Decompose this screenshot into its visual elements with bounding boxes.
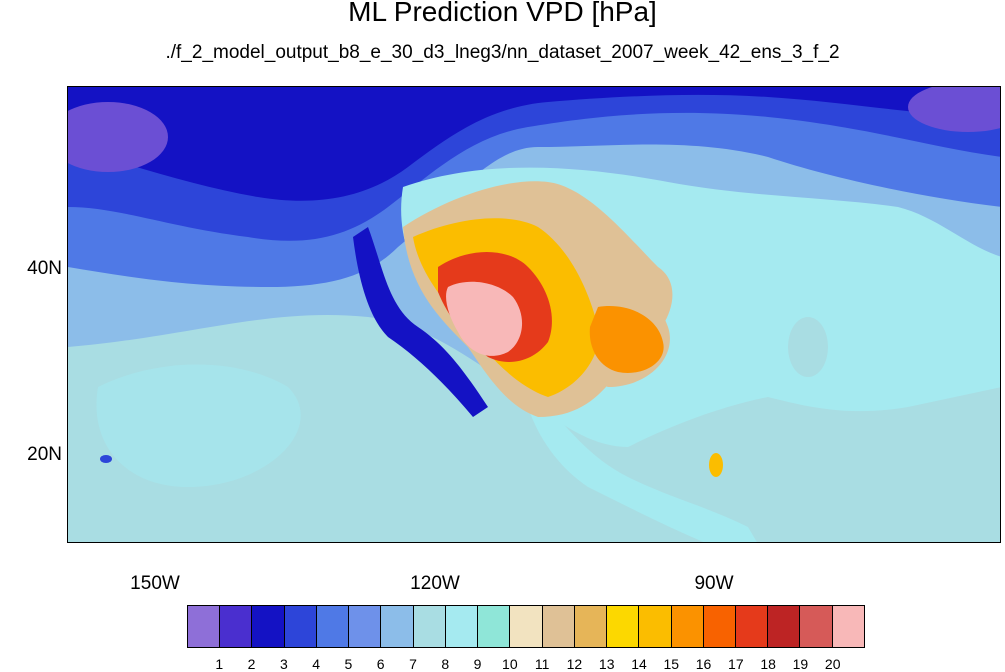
vpd-field-map xyxy=(68,87,1000,542)
colorbar-swatch xyxy=(188,606,221,647)
colorbar-tick-label: 13 xyxy=(598,656,615,672)
colorbar-swatch xyxy=(510,606,543,647)
colorbar-swatch xyxy=(220,606,253,647)
colorbar-tick-label: 2 xyxy=(247,656,256,672)
colorbar-swatch xyxy=(735,606,769,647)
colorbar-swatch xyxy=(542,606,575,647)
colorbar-swatch xyxy=(316,606,350,647)
lon-label-120w: 120W xyxy=(410,573,460,594)
lat-label-40n: 40N xyxy=(27,258,62,279)
lat-label-20n: 20N xyxy=(27,444,62,465)
colorbar-swatch xyxy=(284,606,317,647)
colorbar-swatch xyxy=(607,606,640,647)
colorbar-swatch xyxy=(768,606,801,647)
lon-label-90w: 90W xyxy=(694,573,734,594)
colorbar-tick-label: 15 xyxy=(663,656,680,672)
colorbar xyxy=(187,605,865,648)
colorbar-tick-label: 4 xyxy=(312,656,321,672)
colorbar-swatch xyxy=(832,606,864,647)
colorbar-tick-label: 11 xyxy=(534,656,550,672)
colorbar-tick-label: 19 xyxy=(792,656,809,672)
colorbar-tick-label: 9 xyxy=(473,656,482,672)
colorbar-tick-label: 5 xyxy=(344,656,353,672)
colorbar-tick-label: 8 xyxy=(441,656,450,672)
colorbar-swatch xyxy=(478,606,511,647)
colorbar-swatch xyxy=(703,606,736,647)
colorbar-swatch xyxy=(349,606,382,647)
map-subtitle: ./f_2_model_output_b8_e_30_d3_lneg3/nn_d… xyxy=(165,42,840,63)
map-title: ML Prediction VPD [hPa] xyxy=(348,0,657,27)
colorbar-tick-label: 1 xyxy=(215,656,224,672)
colorbar-swatch xyxy=(413,606,446,647)
colorbar-tick-label: 7 xyxy=(409,656,417,672)
map-plot-area xyxy=(67,86,1001,543)
colorbar-swatch xyxy=(252,606,285,647)
colorbar-swatch xyxy=(800,606,833,647)
colorbar-tick-label: 18 xyxy=(760,656,776,672)
colorbar-swatch xyxy=(381,606,414,647)
colorbar-swatch xyxy=(671,606,704,647)
colorbar-tick-label: 6 xyxy=(376,656,385,672)
colorbar-tick-label: 10 xyxy=(502,656,518,672)
colorbar-tick-label: 17 xyxy=(728,656,744,672)
colorbar-tick-label: 3 xyxy=(279,656,288,672)
colorbar-tick-label: 12 xyxy=(566,656,583,672)
colorbar-tick-label: 20 xyxy=(824,656,841,672)
colorbar-swatch xyxy=(445,606,479,647)
colorbar-swatch xyxy=(574,606,608,647)
lon-label-150w: 150W xyxy=(130,573,180,594)
colorbar-swatch xyxy=(639,606,672,647)
colorbar-tick-label: 16 xyxy=(695,656,712,672)
colorbar-tick-label: 14 xyxy=(631,656,647,672)
